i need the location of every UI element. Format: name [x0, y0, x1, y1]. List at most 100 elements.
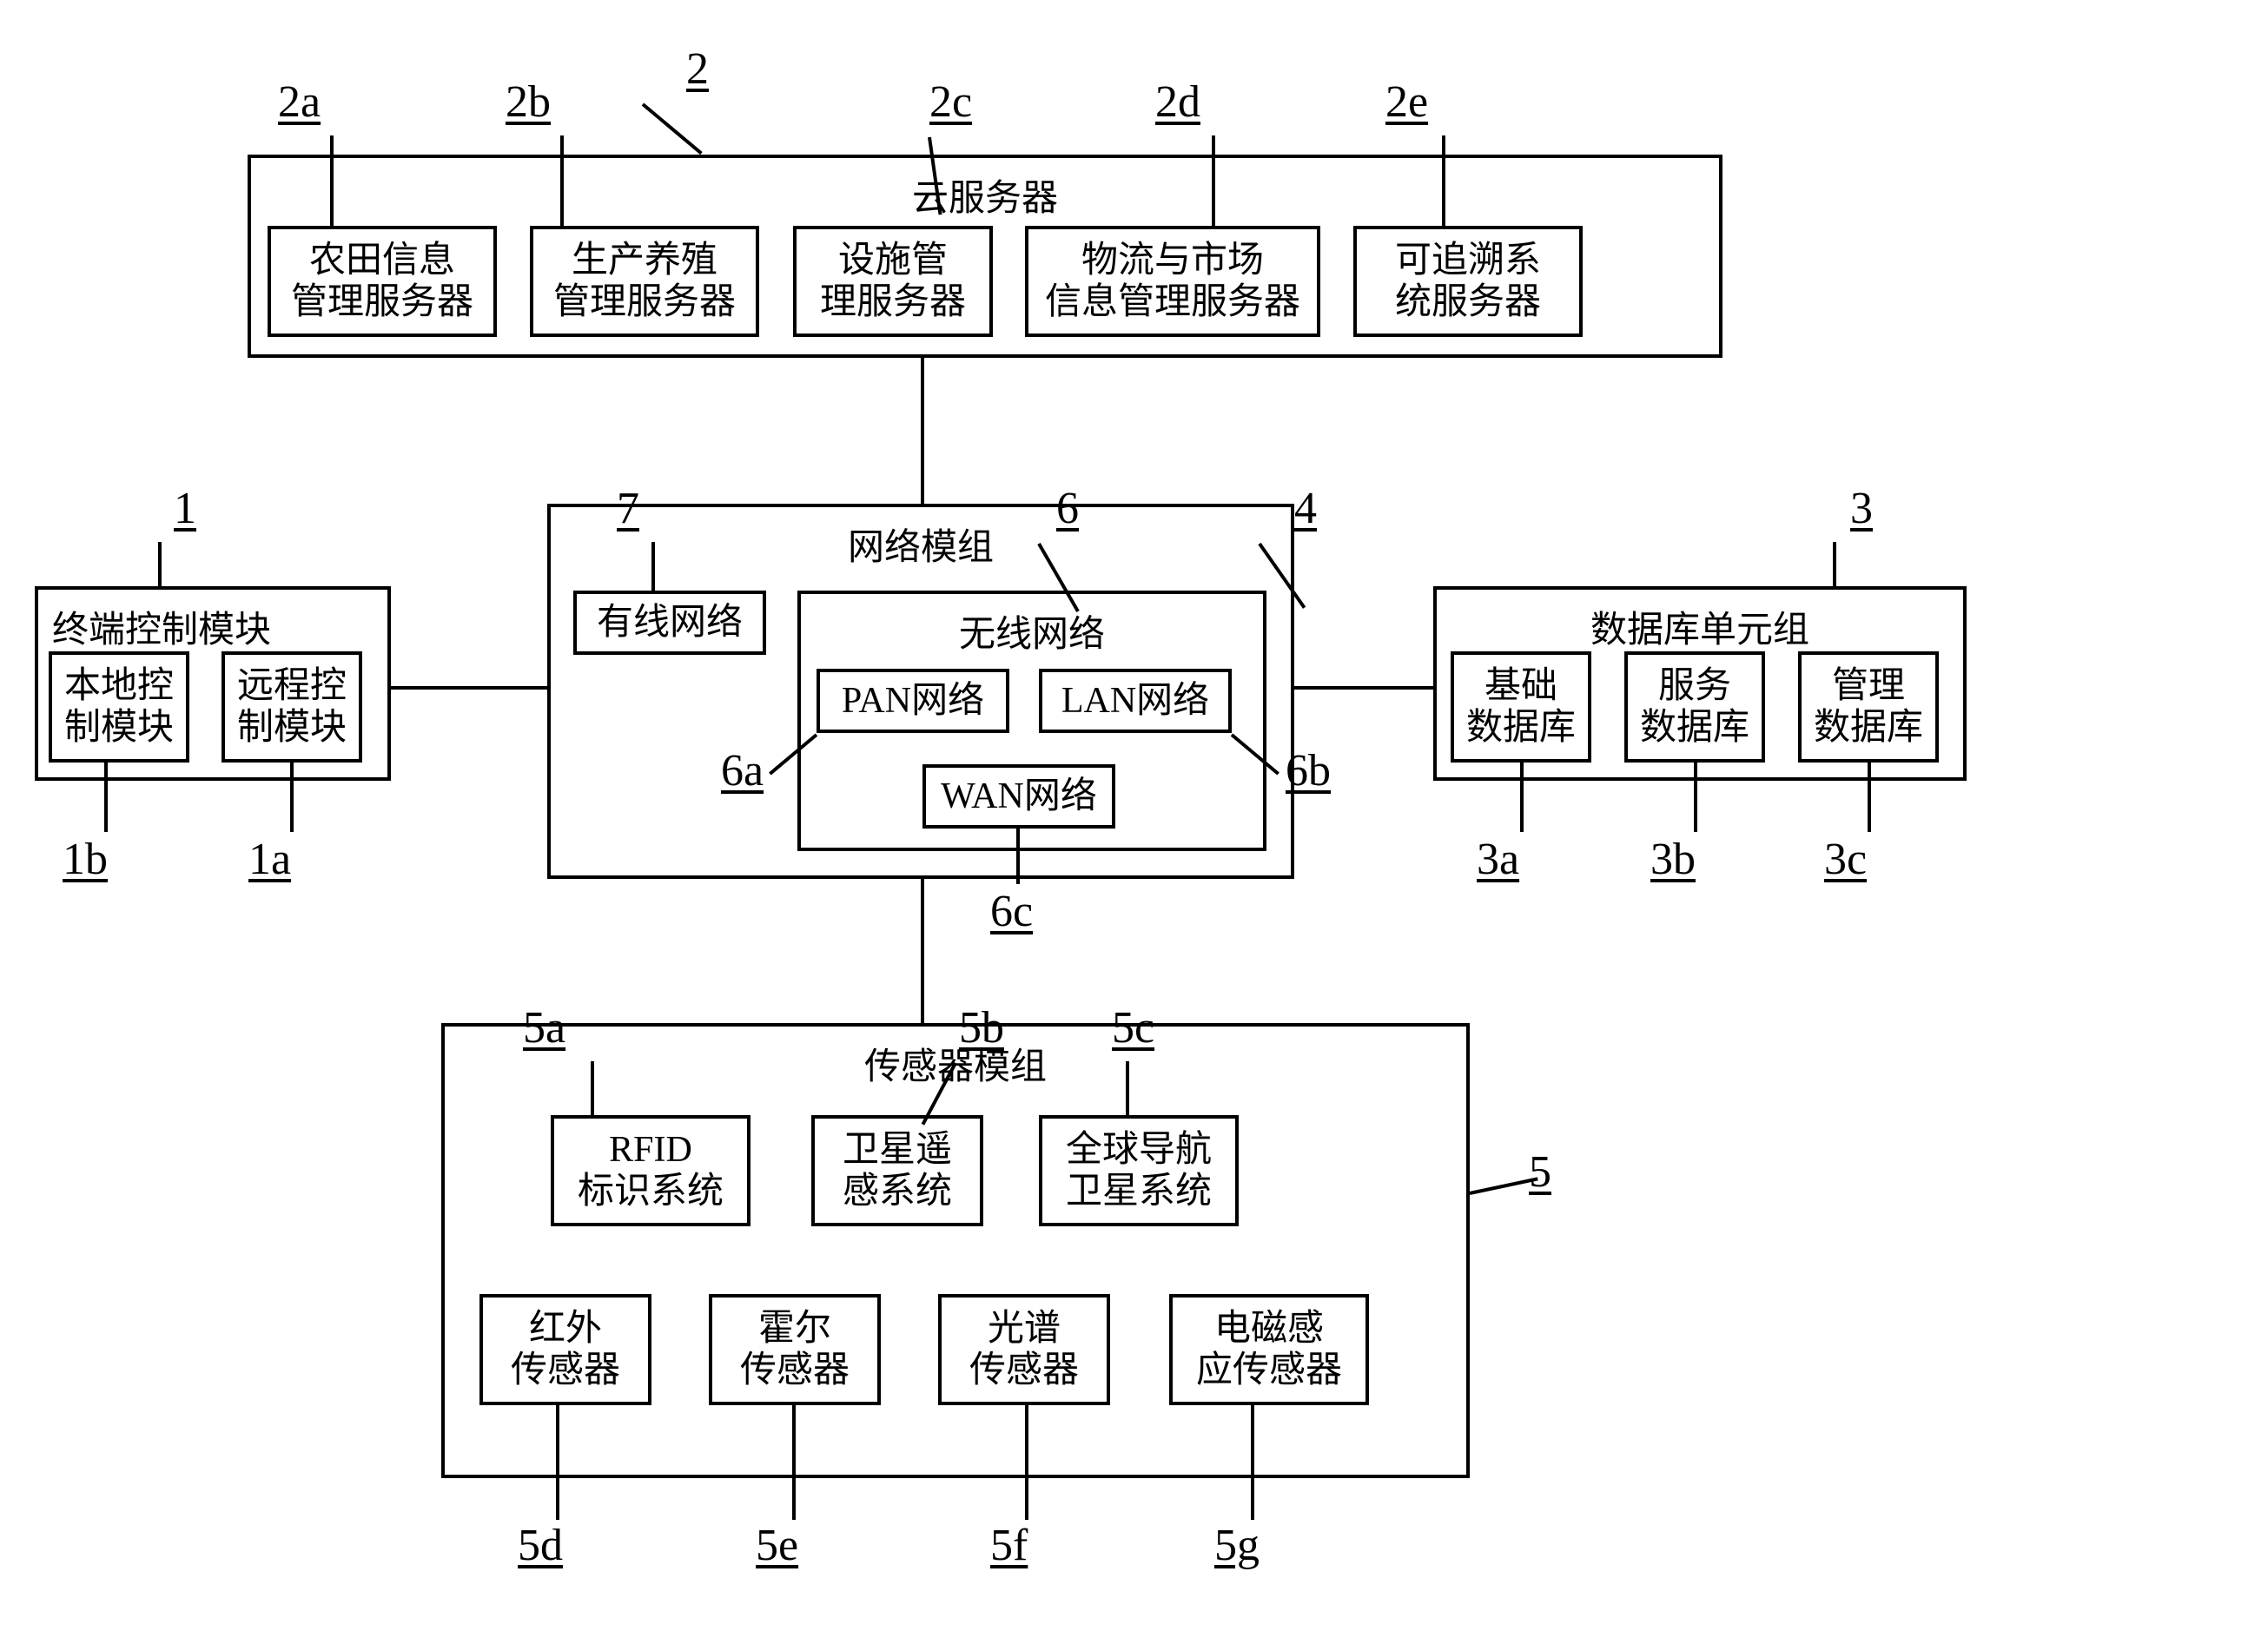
- server-2b-l1: 生产养殖: [572, 241, 717, 281]
- connector-terminal-network: [391, 686, 547, 690]
- callout-line-3a: [1520, 763, 1524, 832]
- lan-network: LAN网络: [1039, 669, 1232, 733]
- callout-2: 2: [686, 43, 709, 95]
- sensor-5b-l1: 卫星遥: [843, 1130, 952, 1170]
- server-2d-l1: 物流与市场: [1081, 241, 1264, 281]
- wired-network: 有线网络: [573, 591, 766, 655]
- callout-3b: 3b: [1650, 834, 1696, 885]
- module-1b-l2: 制模块: [64, 708, 174, 748]
- pan-text: PAN网络: [842, 680, 984, 722]
- sensor-5e-l2: 传感器: [740, 1350, 850, 1390]
- callout-line-2e: [1442, 135, 1445, 226]
- callout-line-7: [651, 542, 655, 592]
- wireless-title: 无线网络: [801, 604, 1263, 657]
- server-2e: 可追溯系统服务器: [1353, 226, 1583, 337]
- callout-line-5e: [792, 1405, 796, 1520]
- callout-2e: 2e: [1385, 76, 1428, 128]
- callout-6c: 6c: [990, 886, 1033, 937]
- sensor-5d: 红外传感器: [479, 1294, 651, 1405]
- callout-line-1a: [290, 763, 294, 832]
- callout-line-1: [158, 542, 162, 587]
- terminal-title: 终端控制模块: [52, 600, 271, 653]
- callout-2a: 2a: [278, 76, 321, 128]
- wan-network: WAN网络: [922, 764, 1115, 829]
- callout-2c: 2c: [929, 76, 972, 128]
- sensor-5e: 霍尔传感器: [709, 1294, 881, 1405]
- db-3c-l1: 管理: [1832, 666, 1905, 706]
- callout-5a: 5a: [523, 1002, 565, 1053]
- module-1b-l1: 本地控: [64, 666, 174, 706]
- callout-6b: 6b: [1286, 745, 1331, 796]
- callout-5d: 5d: [518, 1520, 563, 1571]
- callout-2d: 2d: [1155, 76, 1200, 128]
- callout-line-2d: [1212, 135, 1215, 226]
- callout-line-5f: [1025, 1405, 1028, 1520]
- lan-text: LAN网络: [1061, 680, 1209, 722]
- callout-line-5a: [591, 1061, 594, 1115]
- callout-line-2: [642, 102, 703, 155]
- callout-6: 6: [1056, 483, 1079, 534]
- network-title: 网络模组: [551, 518, 1291, 571]
- db-3b-l2: 数据库: [1640, 708, 1749, 748]
- sensor-5a-l2: 标识系统: [578, 1172, 724, 1212]
- wan-text: WAN网络: [941, 776, 1097, 817]
- callout-line-3: [1833, 542, 1836, 587]
- db-3a-l1: 基础: [1484, 666, 1557, 706]
- server-2a-l2: 管理服务器: [291, 282, 473, 322]
- callout-line-1b: [104, 763, 108, 832]
- sensor-5a-l1: RFID: [609, 1130, 692, 1170]
- wired-text: 有线网络: [597, 602, 743, 644]
- database-title: 数据库单元组: [1437, 600, 1963, 653]
- sensor-5b: 卫星遥感系统: [811, 1115, 983, 1226]
- connector-network-sensors: [921, 879, 924, 1023]
- sensor-5c-l1: 全球导航: [1066, 1130, 1212, 1170]
- callout-line-5g: [1251, 1405, 1254, 1520]
- callout-1a: 1a: [248, 834, 291, 885]
- callout-1: 1: [174, 483, 196, 534]
- server-2d-l2: 信息管理服务器: [1045, 282, 1300, 322]
- callout-line-5: [1470, 1177, 1538, 1195]
- db-3c-l2: 数据库: [1814, 708, 1923, 748]
- sensor-5c-l2: 卫星系统: [1066, 1172, 1212, 1212]
- sensor-5c: 全球导航卫星系统: [1039, 1115, 1239, 1226]
- sensor-5d-l1: 红外: [529, 1309, 602, 1349]
- callout-3c: 3c: [1824, 834, 1867, 885]
- server-2c-l1: 设施管: [838, 241, 948, 281]
- module-1a-l2: 制模块: [237, 708, 347, 748]
- callout-5f: 5f: [990, 1520, 1028, 1571]
- db-3c: 管理数据库: [1798, 651, 1939, 763]
- server-2e-l1: 可追溯系: [1395, 241, 1541, 281]
- callout-3: 3: [1850, 483, 1873, 534]
- sensor-5g: 电磁感应传感器: [1169, 1294, 1369, 1405]
- server-2c: 设施管理服务器: [793, 226, 993, 337]
- server-2c-l2: 理服务器: [820, 282, 966, 322]
- callout-7: 7: [617, 483, 639, 534]
- cloud-server-title: 云服务器: [251, 168, 1719, 221]
- callout-line-5c: [1126, 1061, 1129, 1115]
- sensor-5a: RFID标识系统: [551, 1115, 750, 1226]
- server-2a: 农田信息管理服务器: [268, 226, 497, 337]
- callout-5b: 5b: [959, 1002, 1004, 1053]
- server-2b-l2: 管理服务器: [553, 282, 736, 322]
- db-3a-l2: 数据库: [1466, 708, 1576, 748]
- callout-4: 4: [1294, 483, 1317, 534]
- connector-network-database: [1294, 686, 1433, 690]
- module-1a: 远程控制模块: [222, 651, 362, 763]
- callout-5e: 5e: [756, 1520, 798, 1571]
- callout-5g: 5g: [1214, 1520, 1260, 1571]
- connector-cloud-network: [921, 358, 924, 504]
- server-2a-l1: 农田信息: [309, 241, 455, 281]
- sensor-5e-l1: 霍尔: [758, 1309, 831, 1349]
- callout-line-2b: [560, 135, 564, 226]
- module-1b: 本地控制模块: [49, 651, 189, 763]
- sensor-5b-l2: 感系统: [843, 1172, 952, 1212]
- sensor-5f-l1: 光谱: [988, 1309, 1061, 1349]
- server-2d: 物流与市场信息管理服务器: [1025, 226, 1320, 337]
- sensor-5f-l2: 传感器: [969, 1350, 1079, 1390]
- callout-line-5d: [556, 1405, 559, 1520]
- callout-3a: 3a: [1477, 834, 1519, 885]
- callout-5c: 5c: [1112, 1002, 1154, 1053]
- callout-5: 5: [1529, 1146, 1551, 1198]
- sensors-container: 传感器模组: [441, 1023, 1470, 1478]
- callout-line-3c: [1868, 763, 1871, 832]
